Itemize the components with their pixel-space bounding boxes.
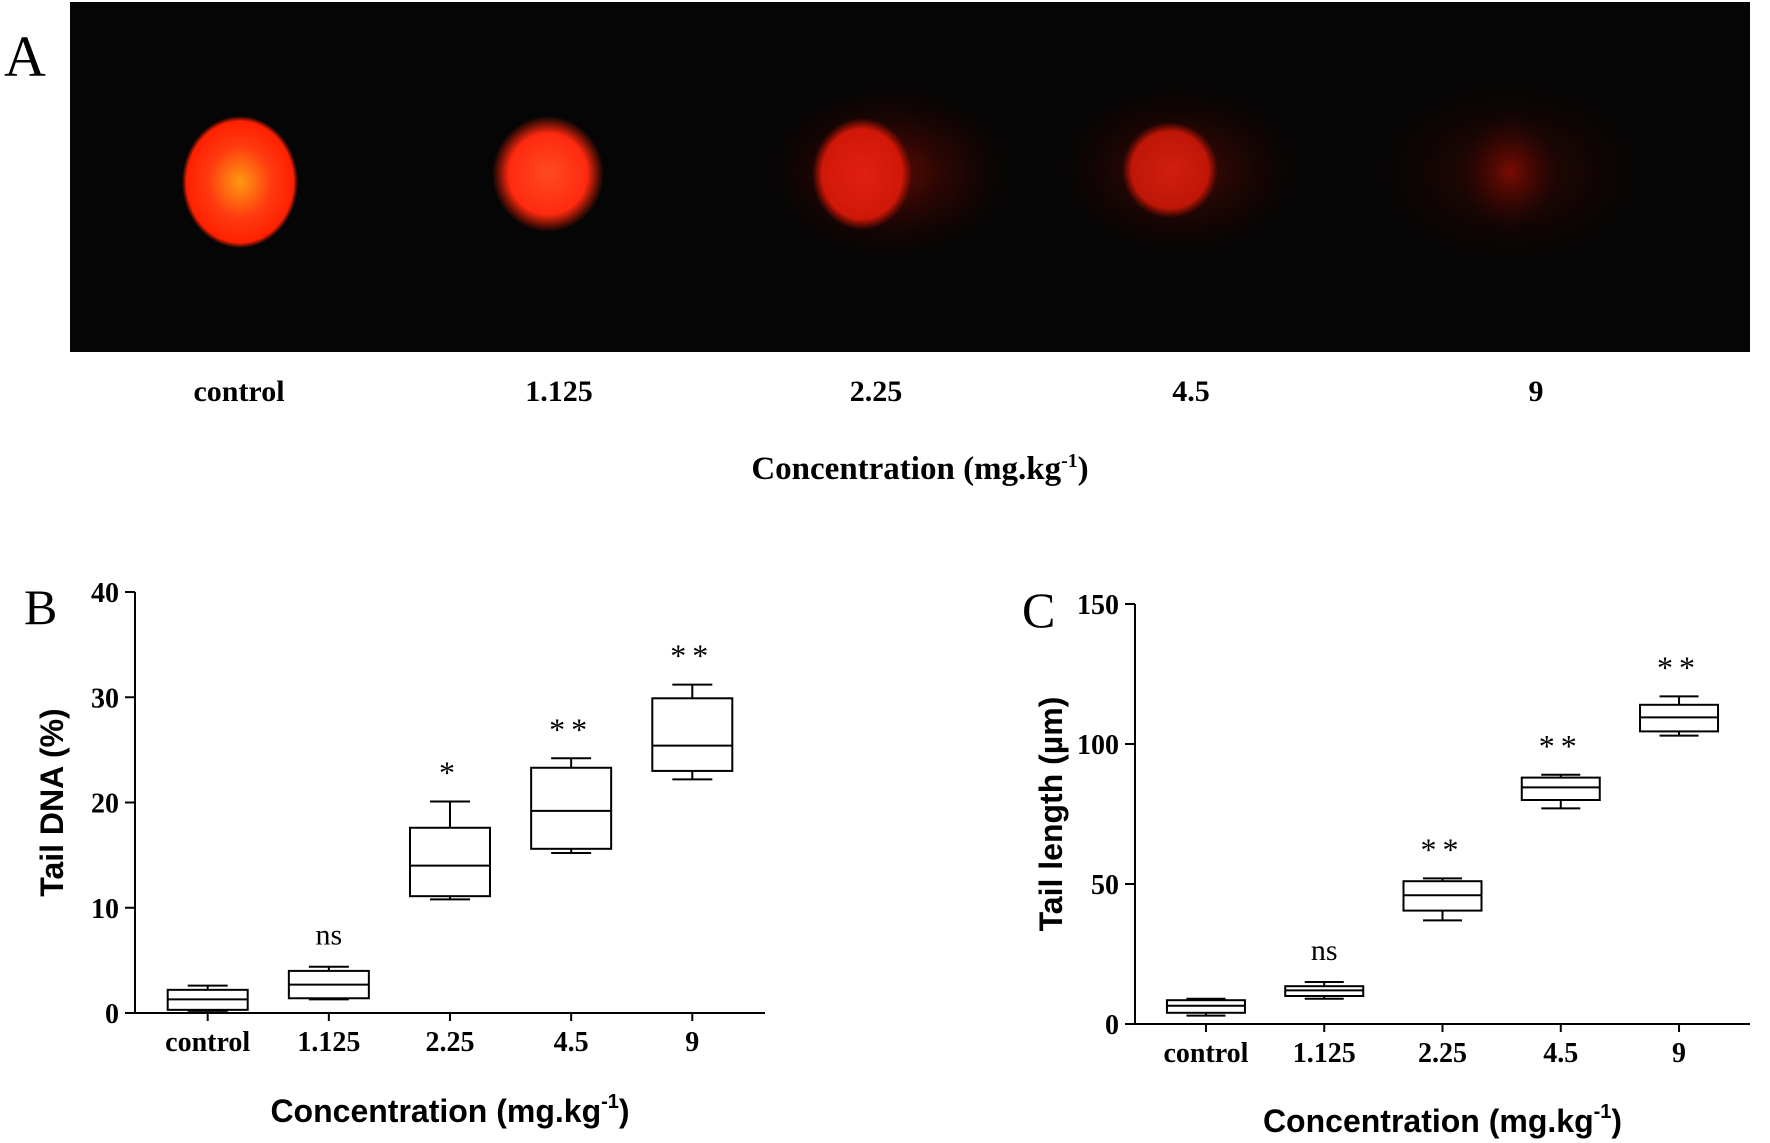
- c-x-tick-label-1-125: 1.125: [1293, 1038, 1356, 1069]
- b-x-tick-label-1-125: 1.125: [297, 1027, 360, 1058]
- b-significance-2-25: *: [439, 754, 461, 790]
- b-y-axis-label: Tail DNA (%): [34, 708, 70, 896]
- b-x-tick-label-2-25: 2.25: [426, 1027, 475, 1058]
- b-significance-9: **: [670, 638, 714, 674]
- comet-label-control: control: [193, 375, 285, 408]
- comet-1-125: [492, 116, 604, 232]
- panel-c-letter: C: [1022, 582, 1056, 638]
- c-significance-4-5: **: [1539, 728, 1583, 764]
- c-y-tick-label: 100: [1077, 730, 1119, 761]
- b-x-tick-label-control: control: [165, 1027, 250, 1058]
- comet-assay-image-strip: [70, 2, 1750, 352]
- c-x-axis-label: Concentration (mg.kg-1): [1263, 1101, 1622, 1139]
- b-box-4-5: [530, 766, 613, 850]
- comet-9: [1360, 72, 1660, 272]
- c-y-axis-label: Tail length (µm): [1033, 697, 1069, 932]
- comet-4-5: [1050, 80, 1310, 260]
- c-significance-2-25: **: [1421, 831, 1465, 867]
- comet-control: [182, 116, 298, 248]
- b-y-tick-label: 10: [91, 894, 119, 925]
- b-y-tick-label: 20: [91, 789, 119, 820]
- b-box-9: [651, 697, 734, 772]
- c-significance-1-125: ns: [1311, 934, 1338, 967]
- comet-label-4-5: 4.5: [1172, 375, 1210, 408]
- c-x-tick-label-9: 9: [1672, 1038, 1686, 1069]
- comet-label-9: 9: [1528, 375, 1544, 408]
- c-box-4-5: [1520, 776, 1601, 801]
- b-y-tick-label: 0: [105, 999, 119, 1030]
- b-x-tick-label-4-5: 4.5: [554, 1027, 589, 1058]
- comet-label-1-125: 1.125: [525, 375, 593, 408]
- comet-2-25: [760, 82, 1020, 262]
- c-y-tick-label: 150: [1077, 590, 1119, 621]
- b-significance-1-125: ns: [316, 919, 343, 952]
- c-x-tick-label-4-5: 4.5: [1543, 1038, 1578, 1069]
- c-x-tick-label-control: control: [1163, 1038, 1248, 1069]
- c-significance-9: **: [1657, 649, 1701, 685]
- panel-b-letter: B: [24, 579, 58, 635]
- panel-a-x-axis-label: Concentration (mg.kg-1): [751, 450, 1089, 487]
- comet-label-2-25: 2.25: [849, 375, 903, 408]
- b-x-tick-label-9: 9: [685, 1027, 699, 1058]
- b-y-tick-label: 30: [91, 683, 119, 714]
- b-y-tick-label: 40: [91, 578, 119, 609]
- c-y-tick-label: 0: [1105, 1010, 1119, 1041]
- b-significance-4-5: **: [549, 711, 593, 747]
- panel-a-letter: A: [4, 24, 46, 89]
- b-box-2-25: [409, 826, 491, 898]
- b-x-axis-label: Concentration (mg.kg-1): [270, 1091, 629, 1129]
- c-x-tick-label-2-25: 2.25: [1418, 1038, 1467, 1069]
- c-y-tick-label: 50: [1091, 870, 1119, 901]
